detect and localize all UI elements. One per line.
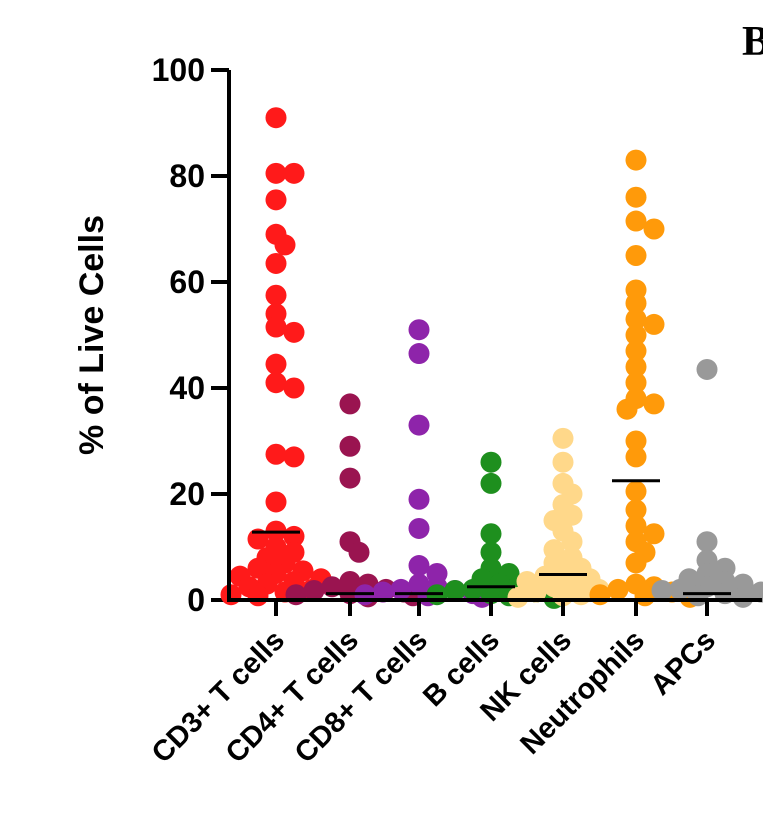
data-point <box>265 316 287 338</box>
y-axis-title: % of Live Cells <box>73 215 111 455</box>
data-point <box>408 343 430 365</box>
data-point <box>321 576 343 598</box>
data-point <box>339 393 361 415</box>
data-point <box>625 340 647 362</box>
data-point <box>643 523 665 545</box>
data-point <box>339 435 361 457</box>
data-point <box>265 162 287 184</box>
data-point <box>247 557 269 579</box>
data-point <box>283 321 305 343</box>
data-point <box>625 372 647 394</box>
y-tick-label: 60 <box>169 264 205 300</box>
data-point <box>265 443 287 465</box>
x-axis-ticks <box>274 600 709 616</box>
data-point <box>247 585 269 607</box>
data-point <box>348 541 370 563</box>
data-point <box>265 353 287 375</box>
data-point <box>732 586 754 608</box>
data-point <box>408 517 430 539</box>
data-point <box>570 584 592 606</box>
data-point <box>625 186 647 208</box>
data-point <box>625 292 647 314</box>
y-tick-label: 100 <box>152 52 205 88</box>
y-axis-ticks: 0 20 40 60 80 100 <box>152 52 229 618</box>
data-point <box>265 189 287 211</box>
data-points <box>220 107 763 609</box>
data-point <box>625 446 647 468</box>
data-point <box>643 393 665 415</box>
data-point <box>480 541 502 563</box>
data-point <box>696 358 718 380</box>
data-point <box>274 234 296 256</box>
data-point <box>507 586 529 608</box>
data-point <box>625 499 647 521</box>
data-point <box>265 107 287 129</box>
y-tick-label: 0 <box>187 582 205 618</box>
data-point <box>561 504 583 526</box>
data-point <box>408 414 430 436</box>
data-point <box>651 579 673 601</box>
data-point <box>480 451 502 473</box>
data-point <box>390 578 412 600</box>
data-point <box>462 578 484 600</box>
data-point <box>561 531 583 553</box>
data-point <box>625 210 647 232</box>
data-point <box>643 313 665 335</box>
data-point <box>625 430 647 452</box>
data-point <box>408 319 430 341</box>
data-point <box>552 451 574 473</box>
data-point <box>408 555 430 577</box>
data-point <box>589 584 611 606</box>
data-point <box>616 398 638 420</box>
data-point <box>372 581 394 603</box>
data-point <box>480 472 502 494</box>
data-point <box>625 552 647 574</box>
data-point <box>607 578 629 600</box>
data-point <box>247 528 269 550</box>
y-tick-label: 80 <box>169 158 205 194</box>
data-point <box>408 488 430 510</box>
data-point <box>625 149 647 171</box>
x-category-label: APCs <box>645 624 722 701</box>
data-point <box>285 584 307 606</box>
data-point <box>265 372 287 394</box>
data-point <box>303 579 325 601</box>
data-point <box>696 531 718 553</box>
data-point <box>283 377 305 399</box>
data-point <box>552 427 574 449</box>
data-point <box>480 523 502 545</box>
y-tick-label: 40 <box>169 370 205 406</box>
data-point <box>525 581 547 603</box>
data-point <box>265 252 287 274</box>
data-point <box>625 308 647 330</box>
y-tick-label: 20 <box>169 476 205 512</box>
data-point <box>669 578 691 600</box>
median-lines <box>252 479 731 596</box>
data-point <box>283 446 305 468</box>
data-point <box>339 467 361 489</box>
data-point <box>625 324 647 346</box>
panel-label: B <box>742 19 763 65</box>
data-point <box>265 284 287 306</box>
data-point <box>265 491 287 513</box>
data-point <box>625 245 647 266</box>
data-point <box>625 356 647 378</box>
data-point <box>444 579 466 601</box>
data-point <box>643 218 665 240</box>
data-point <box>625 515 647 537</box>
data-point <box>625 480 647 502</box>
data-point <box>283 162 305 184</box>
